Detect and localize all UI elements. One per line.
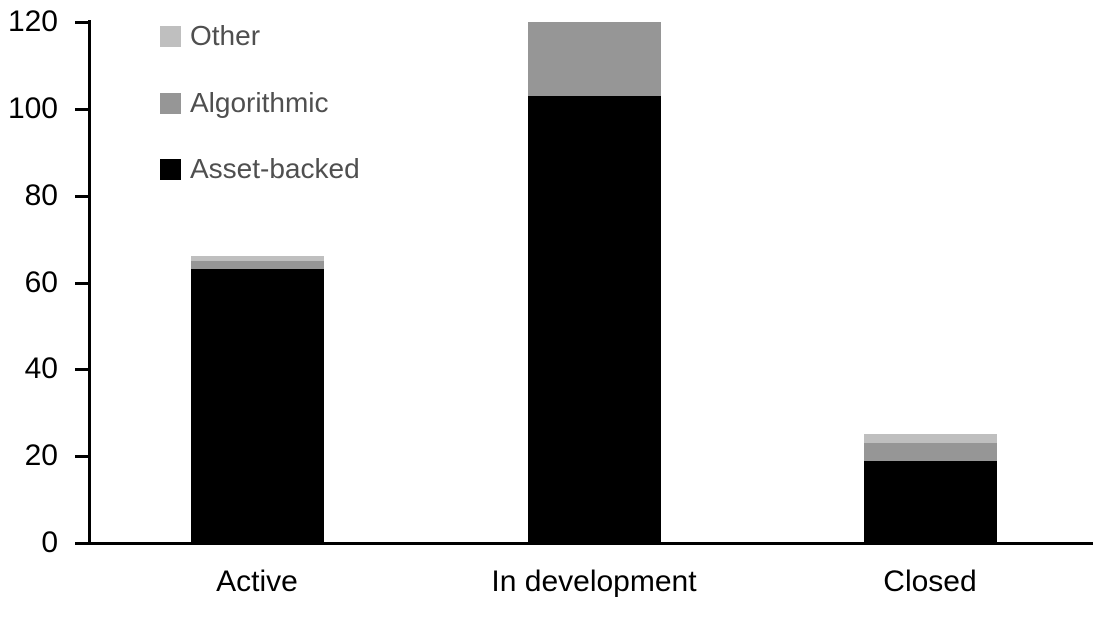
- y-tick-mark: [75, 281, 88, 285]
- bar-segment-other: [190, 256, 324, 261]
- y-tick-label: 60: [24, 265, 58, 299]
- x-axis-label: Closed: [883, 565, 977, 598]
- y-tick-label: 80: [24, 178, 58, 212]
- bar-segment-asset-backed: [190, 269, 324, 545]
- y-tick-mark: [75, 194, 88, 198]
- legend-swatch: [160, 92, 181, 114]
- y-tick-label: 40: [24, 352, 58, 386]
- y-tick-mark: [75, 455, 88, 459]
- y-tick-label: 20: [24, 439, 58, 473]
- bar-segment-algorithmic: [190, 260, 324, 270]
- x-axis-label: In development: [491, 565, 697, 598]
- legend-swatch: [160, 158, 181, 180]
- legend-label: Asset-backed: [190, 153, 360, 184]
- y-tick-mark: [75, 21, 88, 24]
- x-axis-label: Active: [216, 565, 298, 598]
- legend-swatch: [160, 25, 181, 47]
- bar-segment-algorithmic: [863, 443, 997, 461]
- legend-item-other: Other: [160, 20, 260, 51]
- y-tick-label: 0: [41, 526, 58, 559]
- bar-segment-asset-backed: [527, 95, 661, 545]
- legend-item-algorithmic: Algorithmic: [160, 87, 328, 118]
- bar-segment-algorithmic: [527, 22, 661, 96]
- y-tick-mark: [75, 107, 88, 111]
- bar-segment-other: [863, 434, 997, 444]
- legend-label: Other: [190, 20, 261, 51]
- bar-segment-asset-backed: [863, 460, 997, 545]
- y-tick-label: 100: [7, 91, 58, 125]
- legend-label: Algorithmic: [190, 87, 329, 118]
- y-tick-mark: [75, 368, 88, 372]
- y-tick-label: 120: [7, 5, 58, 38]
- legend-item-asset-backed: Asset-backed: [160, 153, 360, 184]
- y-tick-mark: [75, 542, 88, 545]
- y-axis-line: [88, 20, 91, 545]
